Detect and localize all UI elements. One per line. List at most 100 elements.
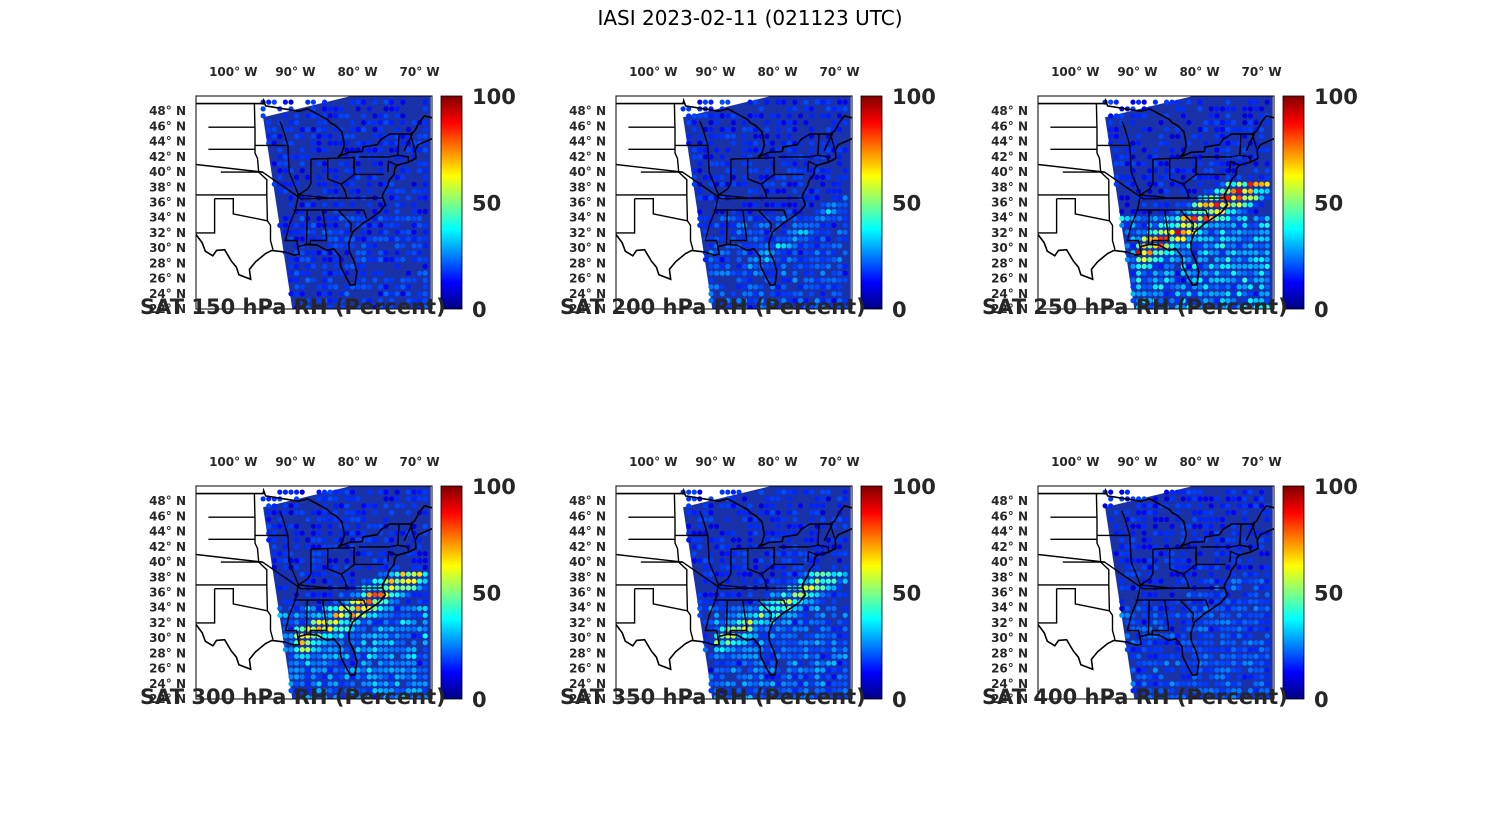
rh-point: [708, 674, 714, 680]
rh-point: [792, 612, 798, 618]
rh-point: [305, 202, 311, 208]
rh-point: [842, 270, 848, 276]
rh-point: [1147, 154, 1153, 160]
rh-point: [294, 530, 300, 536]
rh-point: [781, 229, 787, 235]
rh-point: [842, 195, 848, 201]
rh-point: [769, 113, 776, 119]
rh-point: [1186, 681, 1192, 687]
rh-point: [405, 674, 411, 680]
rh-point: [792, 578, 798, 584]
rh-point: [1191, 496, 1198, 502]
rh-point: [366, 229, 372, 235]
rh-point: [327, 291, 333, 297]
rh-point: [725, 298, 731, 304]
rh-point: [736, 592, 742, 598]
rh-point: [714, 133, 720, 139]
rh-point: [1203, 229, 1209, 235]
colorbar: [440, 95, 463, 310]
rh-point: [719, 181, 725, 187]
rh-point: [349, 633, 356, 639]
rh-point: [1186, 640, 1192, 646]
rh-point: [831, 688, 837, 694]
rh-point: [372, 257, 378, 263]
rh-point: [792, 291, 798, 297]
rh-point: [405, 291, 411, 297]
rh-point: [1180, 236, 1186, 242]
state-border: [196, 198, 216, 234]
rh-point: [753, 257, 759, 263]
rh-point: [781, 270, 787, 276]
rh-point: [394, 626, 400, 632]
rh-point: [305, 99, 311, 105]
rh-point: [372, 270, 378, 276]
rh-point: [316, 660, 322, 666]
rh-point: [1180, 106, 1186, 112]
rh-point: [266, 510, 272, 516]
rh-point: [1219, 647, 1226, 653]
rh-point: [366, 667, 372, 673]
rh-point: [271, 133, 277, 139]
rh-point: [344, 544, 350, 550]
rh-point: [1164, 558, 1170, 564]
rh-point: [825, 257, 831, 263]
rh-point: [714, 161, 720, 167]
rh-point: [344, 113, 350, 119]
rh-point: [1158, 619, 1164, 625]
rh-point: [1208, 626, 1214, 632]
rh-point: [366, 551, 372, 557]
rh-point: [310, 558, 316, 564]
rh-point: [1259, 106, 1265, 112]
rh-point: [736, 551, 742, 557]
state-border: [725, 600, 728, 636]
rh-point: [1242, 133, 1248, 139]
rh-point: [825, 496, 831, 502]
rh-point: [1175, 99, 1181, 105]
rh-point: [1214, 537, 1220, 543]
rh-point: [1180, 277, 1186, 283]
rh-point: [299, 229, 305, 235]
rh-point: [725, 612, 731, 618]
rh-point: [1242, 147, 1248, 153]
rh-point: [1108, 503, 1114, 509]
rh-point: [719, 161, 725, 167]
rh-point: [1152, 284, 1158, 290]
rh-point: [1169, 551, 1175, 557]
rh-point: [1169, 633, 1175, 639]
rh-point: [747, 284, 753, 290]
rh-point: [714, 257, 720, 263]
rh-point: [1264, 270, 1270, 276]
rh-point: [786, 647, 792, 653]
rh-point: [1141, 126, 1147, 133]
rh-point: [1136, 558, 1142, 564]
rh-point: [282, 188, 288, 194]
rh-point: [809, 633, 815, 639]
state-border: [293, 599, 368, 609]
rh-point: [1152, 592, 1158, 598]
rh-point: [792, 619, 798, 625]
rh-point: [842, 106, 848, 112]
rh-point: [797, 298, 804, 304]
rh-point: [394, 599, 400, 605]
rh-point: [708, 516, 714, 523]
state-border: [713, 599, 788, 609]
rh-point: [747, 215, 753, 222]
rh-point: [814, 694, 820, 699]
rh-point: [294, 688, 300, 694]
rh-point: [814, 660, 820, 666]
rh-point: [383, 113, 389, 119]
rh-point: [1259, 229, 1265, 235]
rh-point: [389, 510, 395, 516]
rh-point: [411, 558, 417, 564]
rh-point: [1208, 510, 1214, 516]
rh-point: [1113, 147, 1119, 153]
rh-point: [333, 298, 339, 304]
rh-point: [1147, 284, 1153, 290]
rh-point: [792, 516, 798, 523]
rh-point: [1186, 626, 1192, 632]
rh-point: [1231, 681, 1237, 687]
state-border: [409, 133, 416, 149]
rh-point: [1208, 578, 1214, 584]
rh-point: [825, 626, 831, 632]
rh-point: [1247, 298, 1253, 304]
